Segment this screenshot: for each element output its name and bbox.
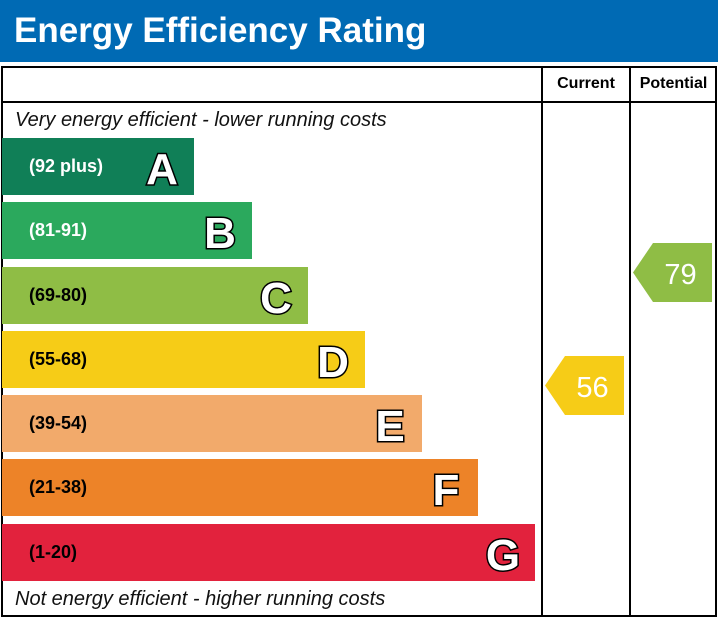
band-range: (81-91) — [29, 220, 88, 240]
band-range: (1-20) — [29, 542, 78, 562]
column-header-potential: Potential — [639, 75, 708, 92]
column-header-current: Current — [557, 75, 615, 92]
potential-rating: 79 — [633, 243, 712, 307]
current-rating: 56 — [545, 356, 624, 420]
top-note: Very energy efficient - lower running co… — [15, 109, 387, 131]
band-range: (21-38) — [29, 477, 88, 497]
band-range: (69-80) — [29, 285, 88, 305]
svg-text:F: F — [433, 466, 460, 511]
bottom-note: Not energy efficient - higher running co… — [15, 588, 386, 610]
band-letter: E — [374, 401, 406, 447]
rating-value: 79 — [664, 259, 696, 291]
rating-value: 56 — [576, 372, 608, 404]
band-g: (1-20) G — [2, 524, 535, 581]
band-f: (21-38) F — [2, 459, 478, 516]
divider — [1, 101, 717, 103]
band-letter: G — [484, 530, 521, 576]
band-range: (55-68) — [29, 349, 88, 369]
svg-text:E: E — [375, 402, 404, 447]
band-letter: F — [431, 465, 461, 511]
band-letter: C — [259, 273, 294, 319]
band-letter: B — [203, 208, 238, 254]
band-a: (92 plus) A — [2, 138, 194, 195]
svg-text:A: A — [146, 145, 178, 190]
band-range: (92 plus) — [29, 156, 104, 176]
band-letter: D — [316, 337, 351, 383]
svg-text:G: G — [486, 531, 520, 576]
band-b: (81-91) B — [2, 202, 252, 259]
band-letter: A — [145, 144, 180, 190]
svg-text:C: C — [260, 274, 292, 319]
divider — [629, 66, 631, 617]
band-range: (39-54) — [29, 413, 88, 433]
page-title: Energy Efficiency Rating — [0, 0, 718, 62]
svg-text:B: B — [204, 209, 236, 254]
band-c: (69-80) C — [2, 267, 308, 324]
band-e: (39-54) E — [2, 395, 422, 452]
divider — [541, 66, 543, 617]
svg-text:D: D — [317, 338, 349, 383]
band-d: (55-68) D — [2, 331, 365, 388]
